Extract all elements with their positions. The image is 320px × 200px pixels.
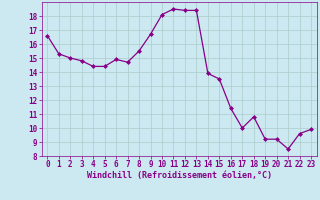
X-axis label: Windchill (Refroidissement éolien,°C): Windchill (Refroidissement éolien,°C) — [87, 171, 272, 180]
